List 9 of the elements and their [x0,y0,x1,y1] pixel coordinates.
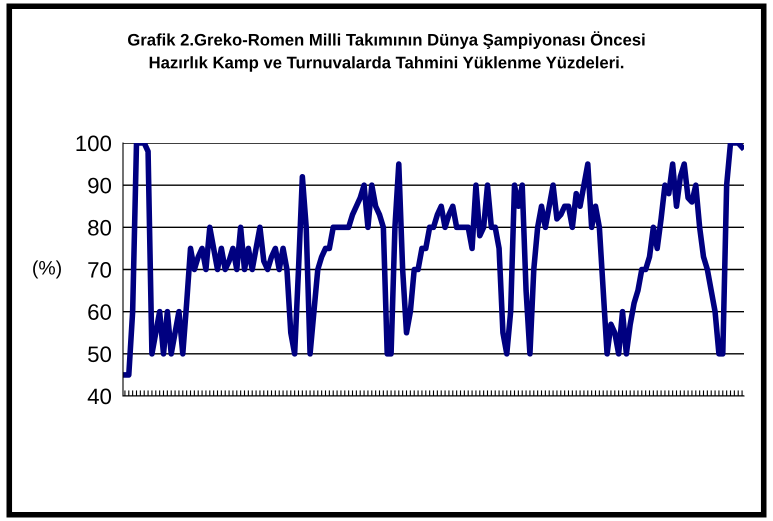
chart-title: Grafik 2.Greko-Romen Milli Takımının Dünya Şampiyonası Öncesi Hazırlık Kamp ve Turnuvalarda Tahmini Yüklenme Yüzdeleri. [128,31,645,72]
y-tick-label: 40 [88,388,112,404]
y-tick-label: 90 [88,178,112,194]
y-tick-label: 100 [76,136,112,152]
y-tick-label: 80 [88,220,112,236]
y-tick-label: 60 [88,304,112,320]
y-tick-label: 70 [88,262,112,278]
y-axis-title: (%) [33,260,61,279]
y-tick-label: 50 [88,346,112,362]
